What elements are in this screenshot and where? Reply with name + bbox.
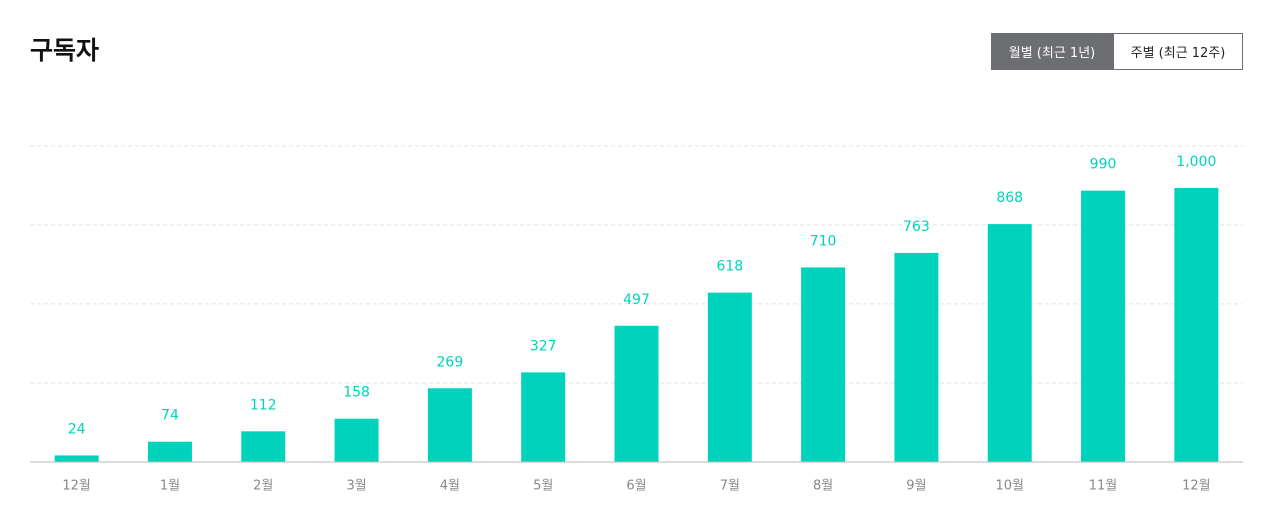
x-tick-label: 8월 — [813, 479, 833, 494]
bar — [147, 441, 192, 462]
bar — [987, 224, 1032, 462]
x-tick-label: 3월 — [346, 479, 366, 494]
x-tick-label: 5월 — [533, 479, 553, 494]
bar — [334, 418, 379, 462]
value-label: 990 — [1090, 157, 1117, 173]
bar — [1174, 187, 1219, 462]
value-label: 158 — [343, 385, 370, 401]
value-label: 74 — [161, 408, 179, 424]
bar — [1081, 190, 1126, 462]
x-tick-label: 12월 — [1182, 479, 1211, 494]
value-label: 327 — [530, 338, 557, 354]
value-label: 112 — [250, 397, 277, 413]
x-tick-label: 1월 — [160, 479, 180, 494]
x-tick-label: 10월 — [995, 479, 1024, 494]
x-tick-label: 7월 — [720, 479, 740, 494]
value-label: 1,000 — [1176, 154, 1216, 170]
bar — [894, 252, 939, 462]
value-label: 24 — [68, 421, 86, 437]
bar — [801, 267, 846, 462]
weekly-button[interactable]: 주별 (최근 12주) — [1113, 33, 1243, 70]
x-tick-label: 9월 — [906, 479, 926, 494]
value-label: 269 — [437, 354, 464, 370]
bar — [427, 388, 472, 462]
x-tick-label: 11월 — [1089, 479, 1118, 494]
bar — [54, 455, 99, 462]
x-tick-label: 4월 — [440, 479, 460, 494]
x-tick-label: 2월 — [253, 479, 273, 494]
value-label: 618 — [716, 259, 743, 275]
chart-title: 구독자 — [30, 36, 99, 65]
monthly-button[interactable]: 월별 (최근 1년) — [991, 33, 1113, 70]
value-label: 710 — [810, 233, 837, 249]
value-label: 868 — [996, 190, 1023, 206]
x-tick-label: 12월 — [62, 479, 91, 494]
value-label: 763 — [903, 219, 930, 235]
bar — [614, 325, 659, 462]
value-label: 497 — [623, 292, 650, 308]
x-tick-label: 6월 — [626, 479, 646, 494]
bar — [521, 372, 566, 462]
bar — [241, 431, 286, 462]
period-toggle: 월별 (최근 1년) 주별 (최근 12주) — [991, 33, 1243, 70]
bar — [707, 292, 752, 462]
